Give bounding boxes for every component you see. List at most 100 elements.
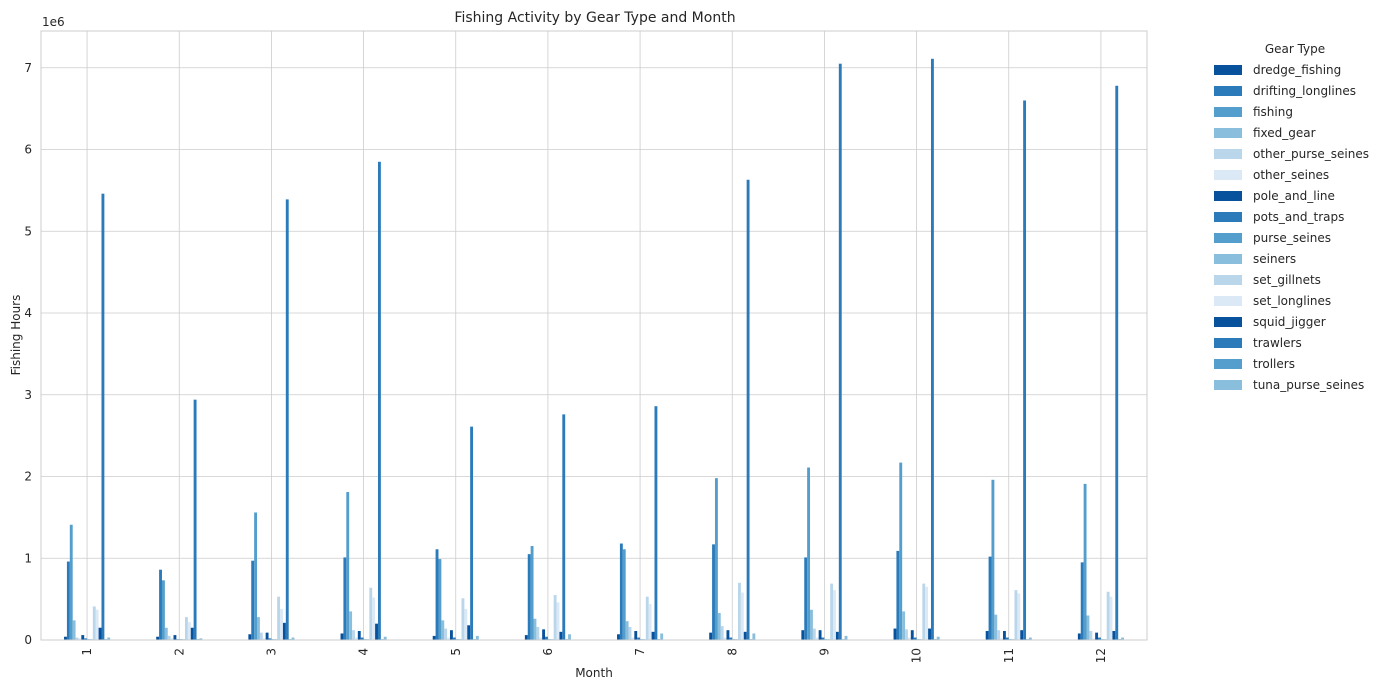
legend-label-fixed_gear: fixed_gear [1253,126,1316,140]
chart-title: Fishing Activity by Gear Type and Month [454,10,735,26]
bar-squid_jigger-3 [282,622,286,640]
legend-swatch-set_gillnets [1214,275,1242,285]
bar-other_seines-1 [78,638,82,640]
bar-drifting_longlines-7 [619,543,623,640]
bar-squid_jigger-7 [651,631,655,640]
bar-set_gillnets-11 [1014,590,1018,640]
bar-fishing-4 [346,492,350,640]
bar-pots_and_traps-11 [1005,637,1009,640]
bar-tuna_purse_seines-12 [1121,637,1124,640]
bar-pots_and_traps-12 [1098,637,1101,640]
bars [64,58,1124,641]
y-scale-label: 1e6 [42,15,65,29]
bar-set_longlines-6 [556,602,560,640]
bar-trawlers-5 [470,426,474,640]
bar-other_purse_seines-5 [444,628,448,640]
bar-pole_and_line-12 [1095,632,1099,640]
bar-fishing-8 [714,478,718,640]
bar-fixed_gear-2 [164,627,168,640]
legend-label-drifting_longlines: drifting_longlines [1253,84,1356,98]
legend-swatch-trollers [1214,359,1242,369]
bar-tuna_purse_seines-6 [568,634,571,640]
bar-dredge_fishing-9 [801,630,805,640]
bar-other_seines-6 [539,637,543,640]
bar-other_purse_seines-11 [997,630,1001,640]
legend: Gear Type dredge_fishing drifting_longlin… [1214,42,1369,392]
legend-label-pole_and_line: pole_and_line [1253,189,1335,203]
bar-squid_jigger-8 [743,631,747,640]
bar-fixed_gear-12 [1086,615,1090,640]
bar-fishing-11 [991,479,995,640]
bar-drifting_longlines-3 [251,560,255,640]
legend-label-pots_and_traps: pots_and_traps [1253,210,1344,224]
legend-swatch-pole_and_line [1214,191,1242,201]
bar-dredge_fishing-7 [617,634,620,640]
bar-set_gillnets-5 [461,598,465,640]
x-tick-label: 7 [633,648,647,656]
bar-other_seines-11 [1000,638,1003,640]
bar-set_gillnets-8 [738,582,741,640]
bar-pole_and_line-2 [173,635,177,640]
bar-other_seines-9 [815,637,819,640]
bar-trawlers-1 [101,193,105,640]
bar-squid_jigger-1 [98,627,102,640]
legend-label-seiners: seiners [1253,252,1296,266]
bar-pole_and_line-1 [81,635,85,640]
legend-swatch-fixed_gear [1214,128,1242,138]
bar-squid_jigger-6 [559,631,563,640]
bar-pole_and_line-9 [818,630,822,640]
bar-pots_and_traps-3 [268,638,272,640]
legend-label-purse_seines: purse_seines [1253,231,1331,245]
bar-other_purse_seines-8 [720,626,724,640]
bar-fishing-9 [807,467,811,640]
bar-trawlers-3 [285,199,289,640]
legend-title: Gear Type [1265,42,1325,56]
bar-fishing-12 [1083,483,1087,640]
bar-tuna_purse_seines-5 [475,635,479,640]
bar-pots_and_traps-6 [545,636,548,640]
bar-tuna_purse_seines-3 [291,637,295,640]
bar-trawlers-2 [193,399,197,640]
bar-set_longlines-9 [833,590,836,640]
x-tick-labels: 1 2 3 4 5 6 7 8 9 10 11 12 [80,648,1108,663]
legend-label-set_longlines: set_longlines [1253,294,1331,308]
x-tick-label: 3 [264,648,278,656]
legend-label-trawlers: trawlers [1253,336,1302,350]
bar-tuna_purse_seines-7 [660,633,664,640]
legend-swatch-seiners [1214,254,1242,264]
bar-fishing-10 [899,462,903,640]
bar-dredge_fishing-10 [893,628,897,640]
bar-trawlers-6 [562,414,566,640]
legend-swatch-pots_and_traps [1214,212,1242,222]
bar-pots_and_traps-4 [360,637,364,640]
bar-pots_and_traps-8 [729,637,733,640]
y-tick-labels: 0 1 2 3 4 5 6 7 [24,61,32,647]
legend-swatch-fishing [1214,107,1242,117]
bar-other_purse_seines-7 [628,626,632,640]
y-tick-label: 2 [24,470,32,484]
bar-fixed_gear-9 [810,609,813,640]
bar-trawlers-11 [1023,100,1027,641]
bar-other_seines-2 [170,638,174,640]
bar-set_gillnets-10 [922,583,926,640]
bar-drifting_longlines-11 [988,556,992,640]
legend-label-other_purse_seines: other_purse_seines [1253,147,1369,161]
bar-trawlers-7 [654,406,658,640]
bar-tuna_purse_seines-10 [936,636,940,640]
y-tick-label: 1 [24,551,32,565]
legend-swatch-drifting_longlines [1214,86,1242,96]
bar-set_gillnets-4 [369,587,373,640]
bar-trawlers-9 [838,63,842,640]
x-tick-label: 5 [449,648,463,656]
bar-set_gillnets-3 [277,596,281,640]
legend-label-trollers: trollers [1253,357,1295,371]
bar-other_purse_seines-9 [812,628,816,640]
bar-pots_and_traps-7 [637,637,641,640]
bar-tuna_purse_seines-2 [199,638,203,640]
bar-dredge_fishing-1 [64,636,67,640]
x-tick-label: 11 [1002,648,1016,663]
bar-set_gillnets-12 [1106,591,1110,640]
bar-squid_jigger-11 [1020,630,1024,640]
bar-set_longlines-11 [1017,593,1021,640]
